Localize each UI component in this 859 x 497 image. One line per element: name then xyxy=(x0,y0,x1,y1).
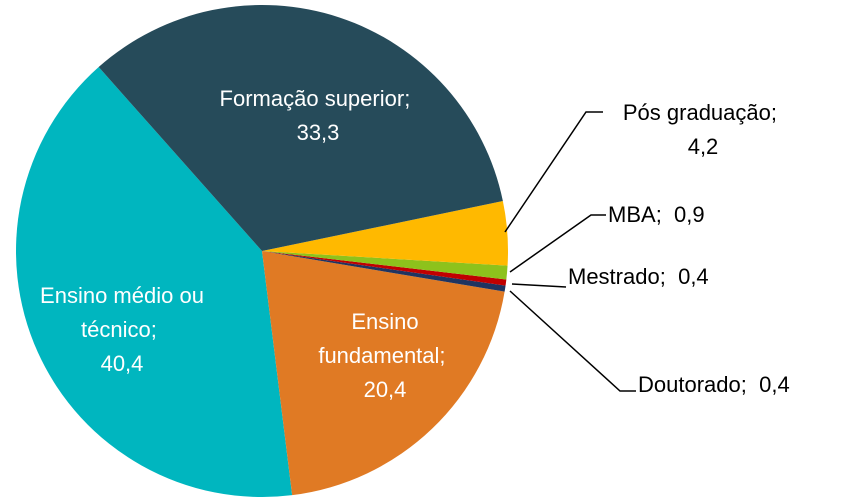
data-label: Mestrado; 0,4 xyxy=(568,260,709,294)
leader-line xyxy=(504,111,603,233)
value-label: 20,4 xyxy=(363,377,407,402)
label-separator: ; xyxy=(659,264,666,289)
value-label: 0,4 xyxy=(678,264,709,289)
pie-slice xyxy=(262,251,505,496)
category-label: Mestrado xyxy=(568,264,660,289)
label-separator: ; xyxy=(404,86,411,111)
label-separator: ; xyxy=(439,343,446,368)
pie-slice xyxy=(262,251,508,280)
category-label: Ensino fundamental xyxy=(318,309,440,368)
label-separator: ; xyxy=(150,317,157,342)
label-separator: ; xyxy=(770,100,777,125)
data-label: Doutorado; 0,4 xyxy=(638,368,790,402)
category-label: Pós graduação xyxy=(622,100,771,125)
value-label: 33,3 xyxy=(296,120,340,145)
value-label: 0,9 xyxy=(674,202,705,227)
label-separator: ; xyxy=(740,372,747,397)
value-label: 0,4 xyxy=(759,372,790,397)
category-label: MBA xyxy=(608,202,656,227)
leader-line xyxy=(509,290,636,392)
pie-slice xyxy=(262,201,508,266)
category-label: Ensino médio ou técnico xyxy=(40,283,204,342)
leader-line xyxy=(509,214,606,273)
pie-slice xyxy=(262,251,507,286)
data-label: Ensino fundamental; 20,4 xyxy=(300,305,470,407)
data-label: Ensino médio ou técnico; 40,4 xyxy=(27,279,217,381)
value-label: 4,2 xyxy=(687,134,719,159)
pie-slice xyxy=(98,4,503,251)
leader-line xyxy=(511,283,567,288)
data-label: Formação superior; 33,3 xyxy=(218,82,418,150)
pie-slice xyxy=(16,67,293,497)
data-label: MBA; 0,9 xyxy=(608,198,705,232)
label-separator: ; xyxy=(655,202,662,227)
data-label: Pós graduação; 4,2 xyxy=(593,96,813,164)
value-label: 40,4 xyxy=(100,351,144,376)
pie-slice xyxy=(262,251,506,292)
category-label: Doutorado xyxy=(638,372,741,397)
category-label: Formação superior xyxy=(219,86,405,111)
